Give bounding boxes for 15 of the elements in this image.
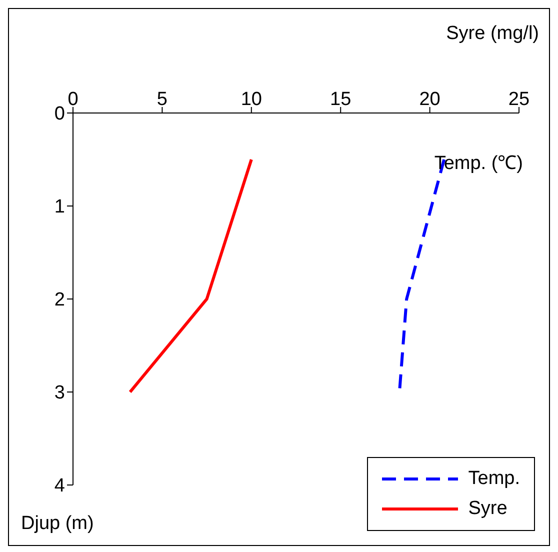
y-tick-label: 2 [54,290,65,311]
x-tick-label: 10 [240,89,262,110]
legend-label: Temp. [468,468,520,490]
y-tick-label: 0 [54,104,65,125]
legend-label: Syre [468,498,508,520]
y-tick-label: 1 [54,196,65,218]
y-tick-label: 3 [54,382,65,404]
x-tick-label: 20 [419,89,440,110]
y-axis-title: Djup (m) [21,513,94,535]
x-axis-title: Syre (mg/l) [446,23,539,45]
x-tick-label: 15 [330,89,352,110]
x-tick-label: 5 [156,89,168,110]
x-tick-label: 0 [68,89,78,110]
y-tick-label: 4 [54,476,66,497]
x-tick-label: 25 [508,89,530,110]
